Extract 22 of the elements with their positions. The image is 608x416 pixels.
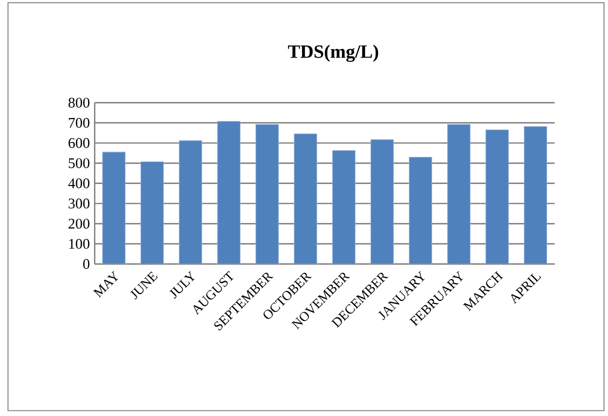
bar — [332, 150, 356, 264]
bar — [370, 139, 394, 264]
y-tick-label: 0 — [83, 259, 90, 269]
bar — [408, 156, 432, 264]
bar — [447, 124, 470, 264]
bar — [256, 124, 279, 264]
bar — [524, 126, 548, 264]
chart-title: TDS(mg/L) — [288, 44, 378, 62]
bar — [486, 130, 509, 264]
y-tick-label: 700 — [68, 118, 90, 128]
bar — [178, 140, 202, 264]
bar — [140, 161, 164, 264]
y-tick-label: 300 — [68, 198, 90, 208]
bar — [294, 134, 318, 264]
y-tick-label: 500 — [68, 158, 90, 168]
y-tick-label: 200 — [68, 218, 90, 229]
y-tick-label: 800 — [68, 98, 90, 108]
bar — [217, 121, 240, 264]
bar — [102, 152, 126, 264]
y-tick-label: 600 — [68, 138, 90, 148]
y-tick-label: 100 — [69, 238, 90, 249]
y-tick-label: 400 — [68, 178, 90, 188]
